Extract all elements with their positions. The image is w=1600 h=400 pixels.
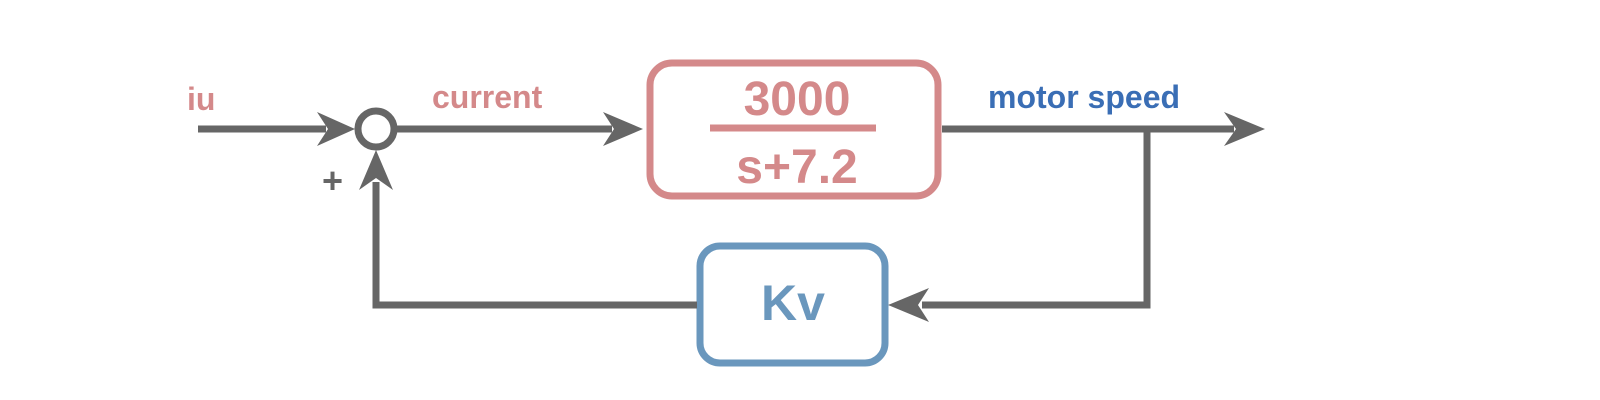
- input-label: iu: [187, 81, 215, 117]
- feedback-return-arrowhead: [359, 150, 393, 190]
- current-label: current: [432, 79, 543, 115]
- current-arrowhead: [603, 112, 643, 146]
- feedback-pickoff-line: [922, 129, 1151, 309]
- plant-denominator: s+7.2: [736, 141, 857, 194]
- plant-numerator: 3000: [744, 73, 851, 126]
- output-arrowhead: [1224, 112, 1265, 146]
- feedback-arrowhead: [888, 288, 929, 322]
- feedback-return-line: [372, 182, 697, 309]
- feedback-sign-label: +: [322, 160, 343, 201]
- input-arrowhead: [317, 112, 355, 146]
- summing-junction: [354, 107, 398, 151]
- feedback-gain-block: [696, 242, 889, 367]
- motor-speed-label: motor speed: [988, 79, 1180, 115]
- feedback-gain-label: Kv: [761, 275, 825, 331]
